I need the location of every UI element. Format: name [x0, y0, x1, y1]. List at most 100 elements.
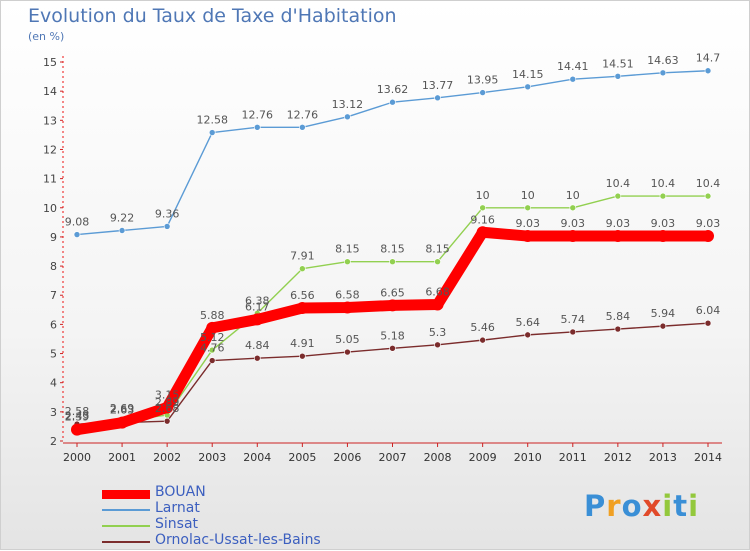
- y-tick-label: 9: [50, 231, 57, 244]
- x-tick-label: 2011: [559, 451, 587, 464]
- chart-title: Evolution du Taux de Taxe d'Habitation: [28, 5, 397, 27]
- data-label: 9.16: [470, 213, 495, 226]
- data-point: [253, 124, 261, 131]
- data-label: 2.69: [110, 402, 135, 415]
- legend-swatch: [102, 525, 150, 527]
- data-label: 13.12: [332, 98, 364, 111]
- data-label: 9.03: [561, 217, 586, 230]
- y-tick-label: 2: [50, 435, 57, 448]
- data-point: [476, 226, 489, 239]
- data-label: 9.08: [65, 216, 90, 229]
- logo-letter: o: [621, 489, 643, 523]
- data-label: 10: [521, 189, 535, 202]
- data-label: 5.12: [200, 331, 225, 344]
- data-point: [524, 331, 532, 339]
- data-label: 4.91: [290, 337, 315, 350]
- x-tick-label: 2002: [153, 451, 181, 464]
- y-tick-label: 10: [43, 202, 57, 215]
- y-tick-label: 6: [50, 318, 57, 331]
- data-label: 6.68: [425, 286, 450, 299]
- data-label: 5.3: [429, 326, 447, 339]
- data-label: 14.51: [602, 57, 634, 70]
- data-point: [702, 230, 714, 243]
- legend-label: BOUAN: [155, 484, 206, 500]
- logo-letter: r: [606, 489, 622, 523]
- data-point: [341, 301, 354, 314]
- data-point: [116, 416, 129, 429]
- data-point: [206, 321, 219, 334]
- data-label: 5.94: [651, 307, 676, 320]
- x-tick-label: 2007: [379, 451, 407, 464]
- data-point: [73, 231, 81, 238]
- data-label: 9.03: [651, 217, 676, 230]
- data-label: 2.89: [155, 396, 180, 409]
- data-point: [434, 258, 441, 266]
- proxiti-logo: Proxiti: [584, 489, 699, 523]
- data-label: 6.58: [335, 288, 360, 301]
- logo-letter: i: [662, 489, 674, 523]
- data-label: 3.15: [155, 388, 180, 401]
- logo-letter: t: [673, 489, 689, 523]
- x-tick-label: 2005: [288, 451, 316, 464]
- data-label: 4.84: [245, 339, 270, 352]
- x-tick-label: 2013: [649, 451, 677, 464]
- data-label: 6.56: [290, 289, 315, 302]
- data-point: [431, 298, 444, 311]
- data-point: [659, 322, 667, 330]
- data-label: 8.15: [335, 243, 360, 256]
- data-point: [344, 348, 351, 356]
- data-point: [208, 357, 216, 364]
- legend-label: Larnat: [155, 500, 200, 516]
- legend-label: Sinsat: [155, 516, 199, 532]
- data-point: [208, 346, 216, 354]
- data-point: [569, 204, 577, 212]
- x-tick-label: 2000: [63, 451, 91, 464]
- data-label: 2.63: [110, 404, 135, 417]
- x-tick-label: 2010: [514, 451, 542, 464]
- data-label: 9.03: [696, 217, 721, 230]
- data-point: [163, 417, 171, 425]
- data-point: [434, 341, 441, 349]
- data-point: [299, 352, 306, 360]
- y-tick-label: 13: [43, 114, 57, 127]
- data-label: 9.03: [515, 217, 540, 230]
- legend-swatch: [102, 541, 150, 543]
- data-point: [656, 230, 669, 243]
- data-point: [389, 258, 396, 266]
- data-point: [524, 204, 532, 212]
- data-label: 14.7: [696, 52, 721, 65]
- data-point: [566, 230, 579, 243]
- data-label: 12.58: [196, 114, 228, 127]
- data-label: 4.76: [200, 342, 225, 355]
- data-label: 6.17: [245, 300, 270, 313]
- data-point: [253, 354, 261, 362]
- data-label: 5.64: [515, 316, 540, 329]
- x-tick-label: 2009: [469, 451, 497, 464]
- data-label: 2.63: [110, 404, 135, 417]
- x-tick-label: 2012: [604, 451, 632, 464]
- data-label: 5.88: [200, 309, 225, 322]
- data-point: [161, 401, 174, 414]
- chart-unit-label: (en %): [28, 30, 65, 43]
- data-label: 13.95: [467, 74, 499, 87]
- data-label: 6.04: [696, 304, 721, 317]
- data-point: [344, 113, 351, 121]
- data-label: 14.15: [512, 68, 544, 81]
- data-label: 2.68: [155, 402, 180, 415]
- data-point: [524, 83, 532, 91]
- data-point: [704, 67, 712, 75]
- data-label: 13.77: [422, 79, 454, 92]
- data-point: [659, 192, 667, 200]
- data-point: [704, 319, 712, 327]
- data-label: 9.22: [110, 212, 135, 225]
- data-point: [299, 265, 306, 273]
- logo-letter: i: [688, 489, 700, 523]
- data-point: [611, 230, 624, 243]
- legend-swatch: [102, 489, 150, 499]
- data-point: [569, 75, 577, 83]
- data-label: 8.15: [425, 243, 450, 256]
- data-point: [296, 302, 309, 315]
- data-label: 9.36: [155, 207, 180, 220]
- y-tick-label: 12: [43, 143, 57, 156]
